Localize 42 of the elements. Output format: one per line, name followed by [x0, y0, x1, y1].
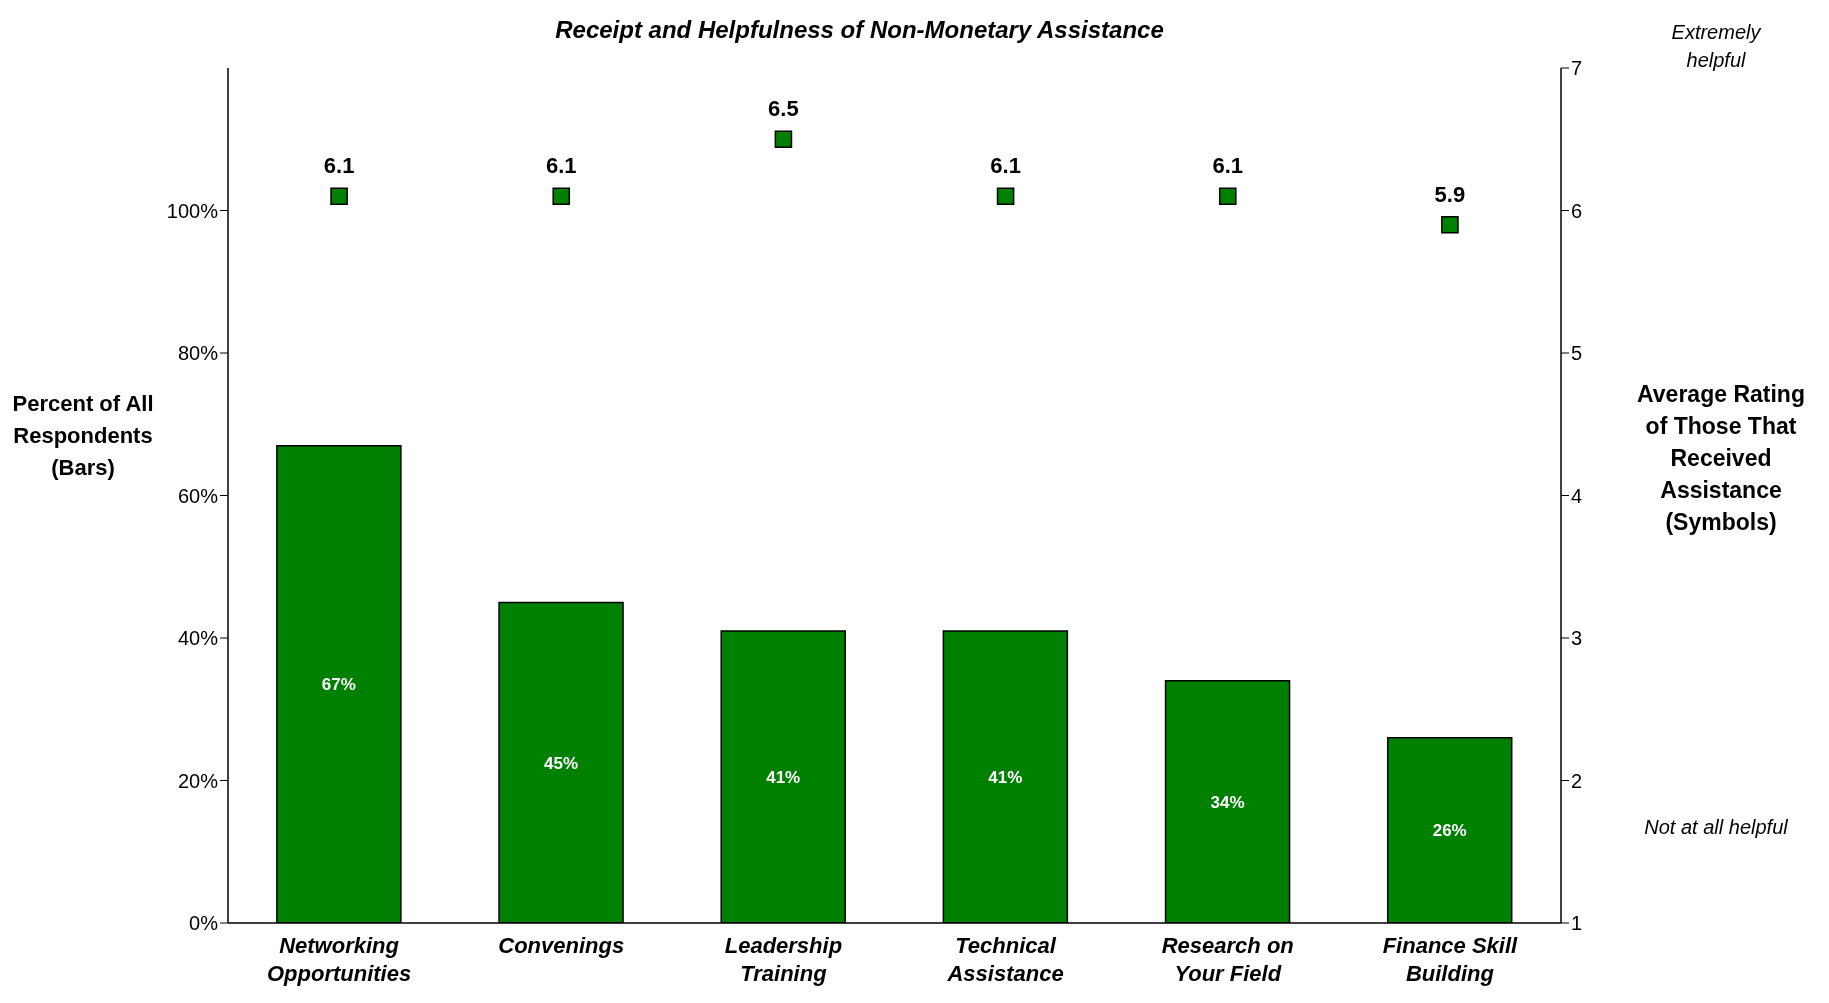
data-label: 41% [988, 767, 1023, 787]
y2-tick-label: 5 [1571, 342, 1583, 365]
point [1218, 187, 1237, 206]
y2-tick-label: 1 [1571, 912, 1583, 935]
x-tick-label: Finance Skill Building [1382, 933, 1519, 986]
x-tick-label: Technical Assistance [946, 933, 1064, 986]
y-axis-title: Percent of All Respondents (Bars) [11, 390, 155, 482]
y-tick-label: 40% [177, 627, 219, 650]
y-tick-label: 0% [189, 912, 219, 935]
data-label: 5.9 [1434, 181, 1466, 207]
point [552, 187, 571, 206]
data-label: 6.1 [990, 153, 1021, 179]
data-label: 26% [1432, 821, 1467, 841]
x-tick-label: Networking Opportunities [266, 933, 412, 986]
x-tick-label: Convenings [498, 933, 625, 958]
data-label: 6.1 [1212, 153, 1244, 179]
y2-tick-label: 3 [1571, 627, 1583, 650]
data-label: 45% [544, 753, 579, 773]
y-tick-label: 20% [177, 769, 219, 792]
y-tick-label: 80% [177, 342, 219, 365]
data-label: 67% [321, 675, 356, 695]
data-label: 6.1 [323, 153, 355, 179]
x-tick-label: Leadership Training [724, 933, 843, 986]
text: Extremely helpful [1670, 20, 1763, 73]
point [774, 130, 793, 149]
y2-tick-label: 4 [1571, 484, 1583, 507]
y2-axis-title: Average Rating of Those That Received Assistance (Symbols) [1636, 380, 1806, 537]
point [330, 187, 348, 206]
data-label: 6.5 [768, 96, 799, 122]
x-tick-label: Research on Your Field [1161, 933, 1294, 986]
y-tick-label: 100% [166, 199, 219, 222]
y-tick-label: 60% [177, 484, 219, 507]
data-label: 34% [1210, 792, 1245, 812]
point [996, 187, 1015, 206]
chart-title: Receipt and Helpfulness of Non-Monetary Assistance [554, 16, 1165, 44]
data-label: 6.1 [545, 153, 577, 179]
point [1441, 215, 1459, 234]
y2-tick-label: 7 [1571, 57, 1583, 80]
data-label: 41% [766, 767, 801, 787]
text: Not at all helpful [1643, 815, 1789, 840]
y2-tick-label: 2 [1571, 769, 1583, 792]
y2-tick-label: 6 [1571, 199, 1583, 222]
